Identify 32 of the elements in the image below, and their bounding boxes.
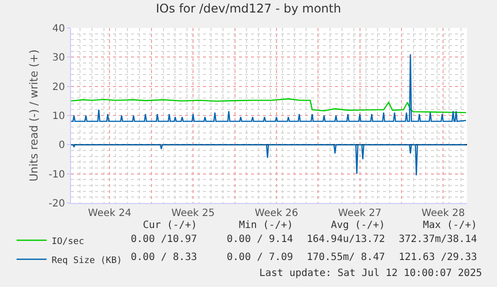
y-tick-label: 10 [52, 111, 65, 122]
text: 0.00 /10.97 [130, 234, 197, 245]
text: Cur (-/+) [142, 220, 197, 231]
x-tick-label: Week 24 [88, 208, 132, 219]
text: 164.94u/13.72 [306, 234, 385, 245]
line-series [71, 54, 467, 122]
legend-label: Req Size (KB) [52, 256, 122, 266]
x-tick-label: Week 25 [171, 208, 215, 219]
text: 372.37m/38.14 [398, 234, 477, 245]
text: Avg (-/+) [330, 220, 385, 231]
x-tick-label: Week 28 [422, 208, 465, 219]
text: Last update: Sat Jul 12 10:00:07 2025 [259, 268, 482, 279]
y-tick-label: -20 [48, 198, 65, 210]
y-tick-label: 30 [52, 52, 65, 64]
text: 0.00 / 7.09 [226, 252, 293, 263]
text: 0.00 / 9.14 [226, 234, 293, 245]
chart-title: IOs for /dev/md127 - by month [156, 2, 342, 16]
y-tick-label: 20 [52, 82, 65, 93]
y-tick-label: -10 [48, 169, 65, 180]
y-tick-label: 0 [58, 140, 65, 152]
text: 121.63 /29.33 [398, 252, 477, 263]
text: 0.00 / 8.33 [130, 252, 197, 263]
text: Min (-/+) [238, 220, 293, 231]
x-tick-label: Week 26 [254, 208, 298, 219]
text: 170.55m/ 8.47 [306, 252, 385, 263]
line-series [71, 98, 467, 114]
legend-label: IO/sec [52, 236, 84, 247]
y-axis-title: Units read (-) / write (+) [27, 49, 40, 182]
text: Max (-/+) [422, 220, 477, 231]
line-series [71, 144, 467, 176]
y-tick-label: 40 [52, 24, 65, 34]
x-tick-label: Week 27 [338, 208, 382, 219]
